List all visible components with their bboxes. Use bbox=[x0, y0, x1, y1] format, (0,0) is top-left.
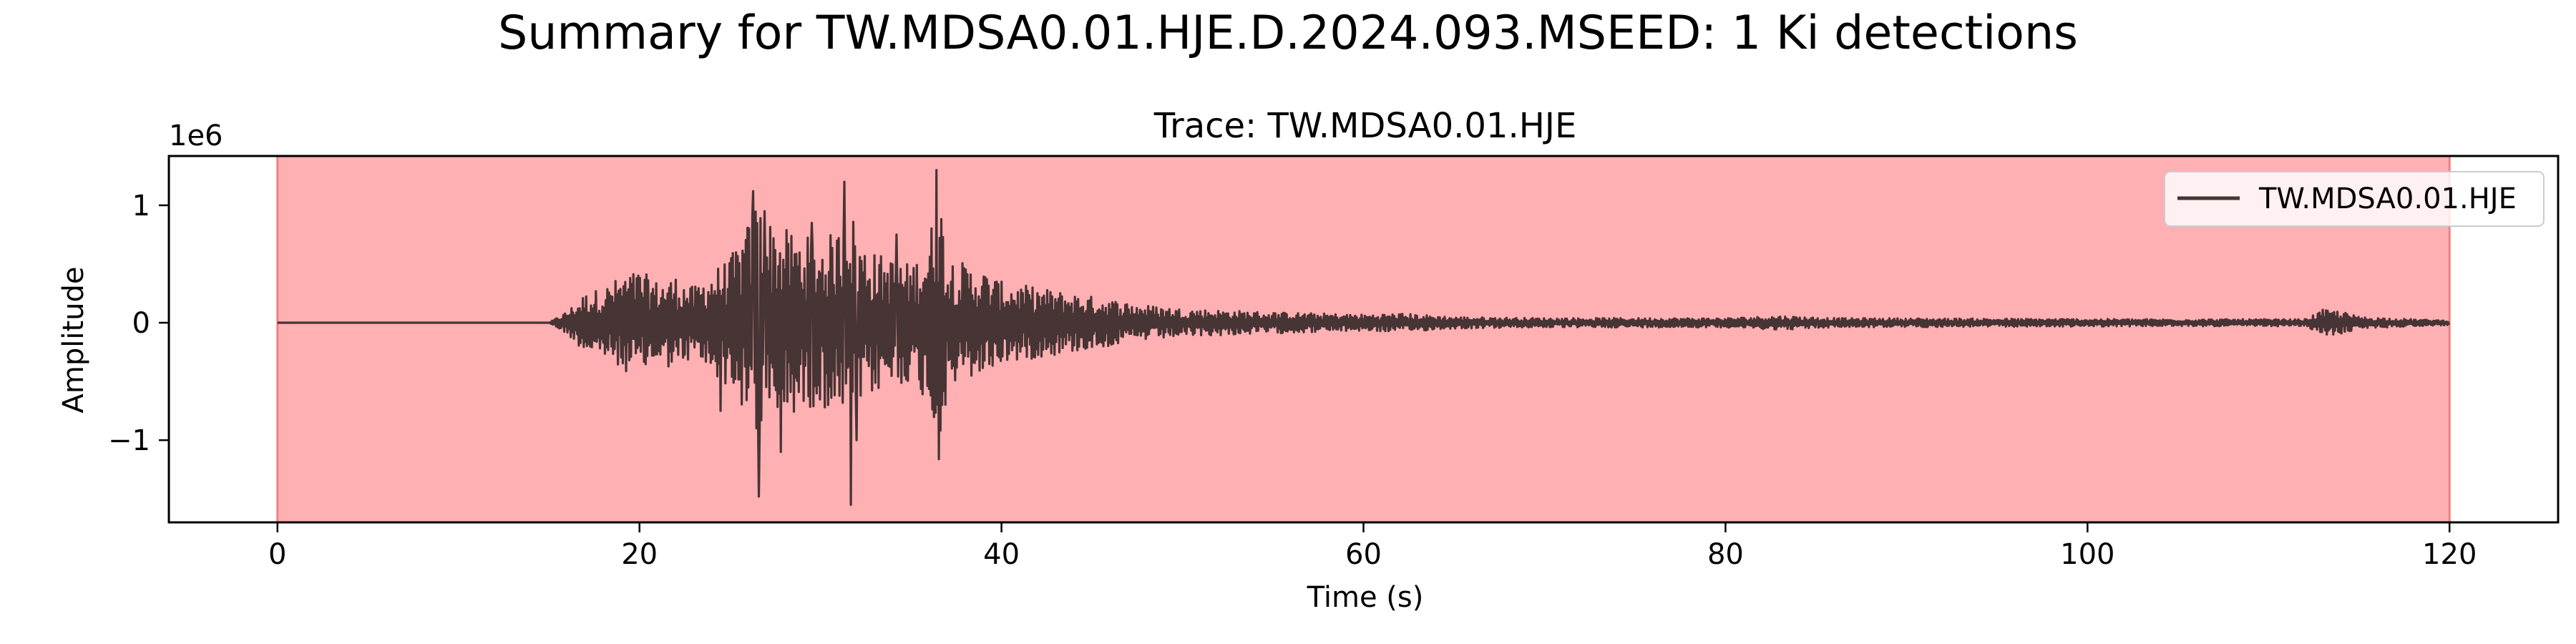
x-tick-label: 20 bbox=[621, 538, 658, 571]
axes-title: Trace: TW.MDSA0.01.HJE bbox=[1153, 106, 1577, 146]
x-tick-label: 80 bbox=[1707, 538, 1744, 571]
legend-box bbox=[2164, 171, 2545, 227]
chart-title: Summary for TW.MDSA0.01.HJE.D.2024.093.M… bbox=[498, 6, 2078, 60]
x-axis-label: Time (s) bbox=[1307, 581, 1424, 614]
y-tick-label: 1 bbox=[132, 190, 150, 223]
legend: TW.MDSA0.01.HJE bbox=[2164, 171, 2545, 227]
x-tick-label: 60 bbox=[1345, 538, 1382, 571]
x-tick-label: 0 bbox=[268, 538, 286, 571]
y-axis-label: Amplitude bbox=[57, 267, 90, 414]
y-tick-label: 0 bbox=[132, 307, 150, 340]
x-axis: 0 20 40 60 80 100 120 bbox=[268, 522, 2477, 571]
x-tick-label: 120 bbox=[2422, 538, 2477, 571]
plot-area bbox=[167, 155, 2560, 524]
x-tick-label: 100 bbox=[2060, 538, 2114, 571]
series-line bbox=[277, 169, 2451, 506]
x-tick-label: 40 bbox=[983, 538, 1020, 571]
y-axis: 1 0 −1 bbox=[108, 190, 169, 457]
legend-label: TW.MDSA0.01.HJE bbox=[2258, 182, 2517, 215]
y-offset-label: 1e6 bbox=[169, 119, 223, 152]
y-tick-label: −1 bbox=[108, 424, 150, 457]
